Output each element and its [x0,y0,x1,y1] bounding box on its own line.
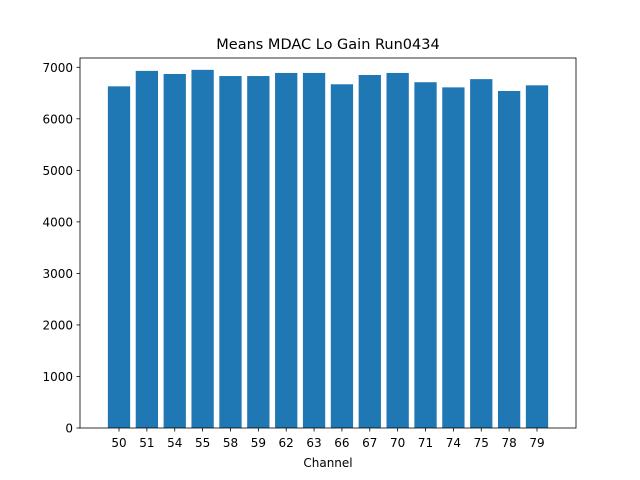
x-tick-label: 58 [223,436,238,450]
x-tick-label: 67 [362,436,377,450]
bar-70 [386,72,409,429]
plot-frame [79,57,577,429]
bar-74 [442,87,465,428]
x-tick-label: 75 [474,436,489,450]
bar-79 [525,85,549,428]
bar-55 [191,69,214,429]
y-tick-label: 2000 [42,318,73,332]
x-tick-label: 59 [251,436,266,450]
x-tick-label: 79 [529,436,544,450]
bar-66 [330,84,354,428]
bar-62 [275,72,298,429]
bar-51 [135,70,159,429]
bar-67 [358,75,381,429]
x-tick-label: 74 [446,436,461,450]
y-tick-label: 5000 [42,164,73,178]
x-tick-label: 55 [195,436,210,450]
y-tick-label: 6000 [42,112,73,126]
y-tick-label: 4000 [42,215,73,229]
y-axis: 0 1000 2000 3000 4000 5000 6000 7000 [42,61,80,436]
x-tick-label: 71 [418,436,433,450]
bar-58 [219,76,242,429]
x-axis: 50 51 54 55 58 59 62 63 66 67 70 71 74 75 78 79 [111,428,545,450]
x-tick-label: 70 [390,436,405,450]
bar-75 [470,79,493,428]
x-tick-label: 78 [501,436,516,450]
x-tick-label: 51 [139,436,154,450]
bar-78 [497,90,521,428]
x-tick-label: 66 [334,436,349,450]
bar-71 [414,82,437,428]
bar-59 [247,76,270,429]
bar-63 [302,72,326,429]
y-tick-label: 0 [65,422,73,436]
y-tick-label: 7000 [42,61,73,75]
bar-50 [107,86,131,428]
x-tick-label: 62 [279,436,294,450]
x-tick-label: 63 [306,436,321,450]
y-tick-label: 3000 [42,267,73,281]
x-tick-label: 54 [167,436,182,450]
x-axis-label: Channel [303,456,352,470]
bars-group [107,69,549,429]
chart-title: Means MDAC Lo Gain Run0434 [216,37,439,53]
bar-54 [163,73,186,429]
x-tick-label: 50 [111,436,126,450]
y-tick-label: 1000 [42,370,73,384]
